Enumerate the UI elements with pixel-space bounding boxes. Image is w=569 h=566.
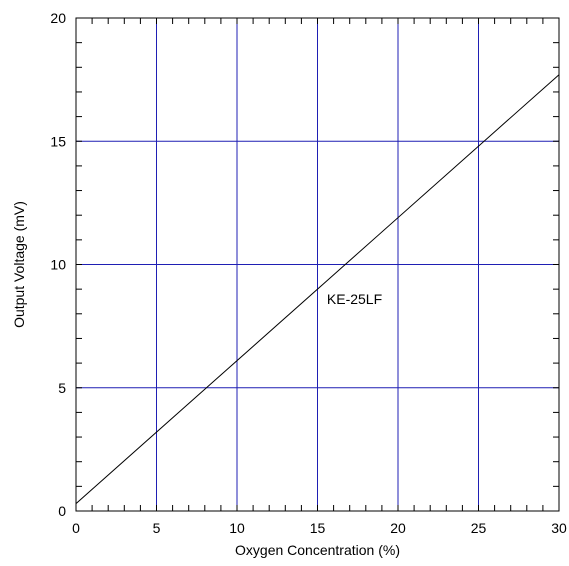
x-axis-tick-labels: 0 5 10 15 20 25 30 — [72, 520, 567, 536]
x-tick-label: 25 — [471, 520, 487, 536]
plot-frame — [75, 17, 560, 512]
x-tick-label: 10 — [229, 520, 245, 536]
x-axis-title: Oxygen Concentration (%) — [235, 542, 400, 558]
y-tick-label: 0 — [58, 503, 66, 519]
x-tick-label: 0 — [72, 520, 80, 536]
y-tick-label: 15 — [50, 133, 66, 149]
x-tick-label: 15 — [310, 520, 326, 536]
y-tick-label: 5 — [58, 380, 66, 396]
annotations: KE-25LF — [327, 291, 382, 307]
series-annotation: KE-25LF — [327, 291, 382, 307]
y-tick-label: 10 — [50, 257, 66, 273]
minor-ticks — [75, 17, 560, 512]
y-axis-tick-labels: 0 5 10 15 20 — [50, 10, 66, 519]
y-tick-label: 20 — [50, 10, 66, 26]
x-tick-label: 5 — [153, 520, 161, 536]
series-line — [75, 74, 560, 504]
x-tick-label: 20 — [390, 520, 406, 536]
x-tick-label: 30 — [551, 520, 567, 536]
series-layer — [75, 74, 560, 504]
grid-lines — [76, 18, 559, 511]
y-axis-title: Output Voltage (mV) — [11, 201, 27, 328]
